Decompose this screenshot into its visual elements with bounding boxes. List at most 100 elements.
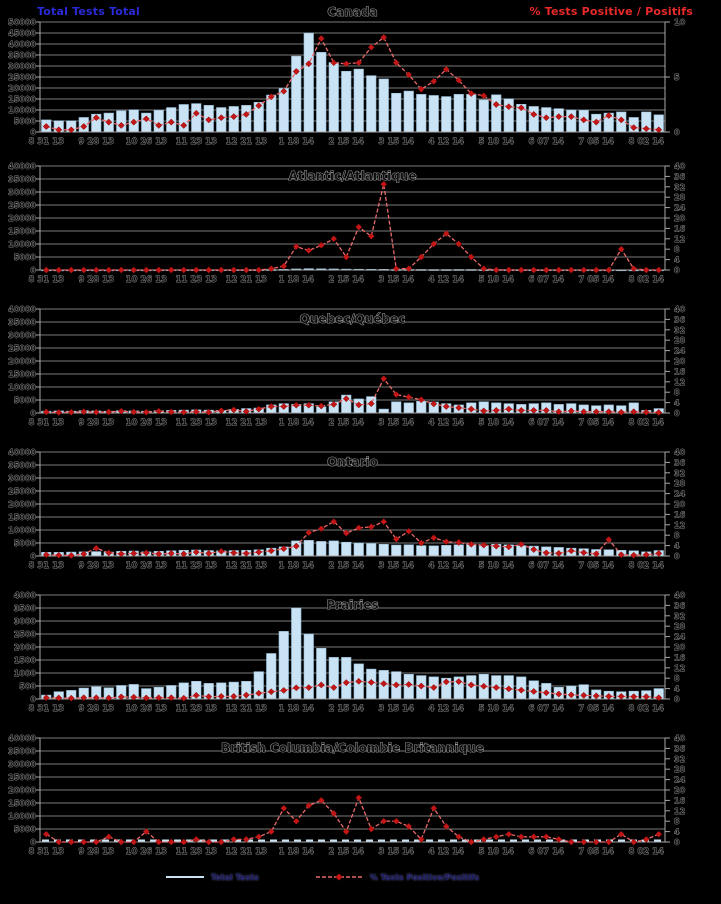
diamond-marker <box>517 406 525 414</box>
x-axis-label: 1 18 14 <box>279 561 315 571</box>
bar <box>441 96 452 133</box>
pct-positive-line <box>45 795 659 843</box>
bar <box>303 32 314 133</box>
diamond-marker <box>555 835 563 843</box>
left-axis-label: 20000 <box>8 357 36 366</box>
diamond-marker <box>367 400 375 408</box>
diamond-marker <box>180 121 188 129</box>
legend-item-pct-positive: % Tests Positive/Positifs <box>315 872 479 882</box>
diamond-marker <box>617 551 625 559</box>
diamond-marker <box>67 126 75 134</box>
left-axis-label: 10000 <box>8 812 36 821</box>
diamond-marker <box>292 401 300 409</box>
diamond-marker <box>67 552 75 559</box>
right-axis-label: 32 <box>674 755 685 764</box>
diamond-marker <box>255 102 263 110</box>
left-axis-label: 20000 <box>8 84 36 93</box>
diamond-marker <box>442 822 450 830</box>
bar <box>603 549 614 557</box>
diamond-marker <box>580 549 588 557</box>
right-axis-label: 12 <box>674 521 685 530</box>
diamond-marker <box>92 266 100 274</box>
diamond-marker <box>392 817 400 825</box>
x-axis-label: 9 28 13 <box>79 704 115 714</box>
right-axis-label: 36 <box>674 315 686 324</box>
right-axis-label: 20 <box>674 357 686 366</box>
right-axis-label: 24 <box>674 776 686 785</box>
diamond-marker <box>117 407 125 415</box>
right-axis-label: 4 <box>674 256 680 265</box>
diamond-marker <box>480 265 488 273</box>
left-axis-label: 40000 <box>8 162 36 171</box>
diamond-marker <box>442 230 450 238</box>
bar <box>428 545 439 557</box>
diamond-marker <box>417 682 425 690</box>
diamond-marker <box>392 391 400 398</box>
diamond-marker <box>242 835 250 843</box>
diamond-marker <box>255 405 263 413</box>
bar <box>453 94 464 133</box>
right-axis-label: 24 <box>674 347 686 356</box>
diamond-marker <box>330 809 338 817</box>
right-axis-label: 0 <box>674 552 680 561</box>
x-axis-label: 2 15 14 <box>329 418 365 428</box>
diamond-marker <box>117 550 125 558</box>
right-axis-label: 0 <box>674 128 680 137</box>
chart-title: Canada <box>327 5 377 19</box>
diamond-marker <box>292 243 300 251</box>
diamond-marker <box>55 838 63 846</box>
legend: Total Tests % Tests Positive/Positifs <box>0 872 683 882</box>
diamond-marker <box>517 833 525 841</box>
diamond-marker <box>642 551 650 559</box>
diamond-marker <box>592 408 600 416</box>
diamond-marker <box>592 266 600 274</box>
bar <box>353 68 364 133</box>
bar <box>403 90 414 133</box>
diamond-marker <box>142 408 150 416</box>
diamond-marker <box>130 693 138 701</box>
bar <box>391 401 402 414</box>
diamond-marker <box>330 235 338 243</box>
diamond-marker <box>417 253 425 261</box>
x-axis-label: 2 15 14 <box>329 847 365 857</box>
x-axis-label: 9 28 13 <box>79 561 115 571</box>
diamond-marker <box>417 835 425 843</box>
diamond-marker <box>455 404 463 412</box>
diamond-marker <box>555 549 563 557</box>
bar <box>341 70 352 133</box>
diamond-marker <box>505 543 513 551</box>
left-axis-label: 20000 <box>8 500 36 509</box>
diamond-marker <box>217 407 225 415</box>
bar <box>328 62 339 133</box>
diamond-marker <box>380 180 388 188</box>
diamond-marker <box>642 125 650 133</box>
right-axis-label: 24 <box>674 633 686 642</box>
left-axis-label: 10000 <box>8 383 36 392</box>
right-axis-label: 28 <box>674 622 686 631</box>
right-axis-label: 20 <box>674 214 686 223</box>
right-axis-label: 32 <box>674 469 685 478</box>
diamond-marker <box>392 59 400 67</box>
right-axis-label: 40 <box>674 734 686 743</box>
bar <box>441 545 452 557</box>
diamond-marker <box>455 678 463 686</box>
legend-label-pct-positive: % Tests Positive/Positifs <box>369 872 480 882</box>
diamond-marker <box>592 838 600 846</box>
x-axis-label: 5 10 14 <box>479 137 515 147</box>
diamond-marker <box>230 406 238 414</box>
diamond-marker <box>442 678 450 686</box>
x-axis-label: 6 07 14 <box>529 275 565 285</box>
left-axis-label: 15000 <box>8 227 36 236</box>
bar <box>428 95 439 133</box>
diamond-marker <box>630 265 638 273</box>
diamond-marker <box>155 407 163 415</box>
diamond-marker <box>142 694 150 702</box>
diamond-marker <box>367 523 375 531</box>
x-axis-label: 4 12 14 <box>429 418 465 428</box>
diamond-marker <box>555 266 563 274</box>
bar <box>403 544 414 557</box>
right-axis-label: 5 <box>674 73 680 82</box>
bar <box>316 541 327 557</box>
diamond-marker <box>317 402 325 410</box>
left-axis-label: 40000 <box>8 448 36 457</box>
